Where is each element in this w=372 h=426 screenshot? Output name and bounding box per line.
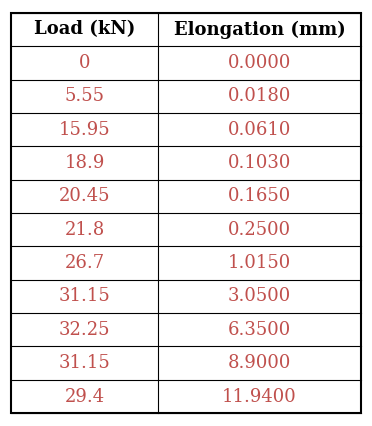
Text: 15.95: 15.95 [59,121,110,138]
Text: 31.15: 31.15 [59,288,110,305]
Text: 21.8: 21.8 [64,221,105,239]
Text: 11.9400: 11.9400 [222,388,297,406]
Text: 31.15: 31.15 [59,354,110,372]
Text: 0.2500: 0.2500 [228,221,291,239]
Text: 26.7: 26.7 [64,254,105,272]
Text: 0.1030: 0.1030 [228,154,291,172]
Text: 5.55: 5.55 [65,87,105,105]
Text: 6.3500: 6.3500 [228,321,291,339]
Text: 0.0000: 0.0000 [228,54,291,72]
Text: Elongation (mm): Elongation (mm) [174,20,345,39]
Text: 8.9000: 8.9000 [228,354,291,372]
Text: 1.0150: 1.0150 [228,254,291,272]
Text: 0: 0 [79,54,90,72]
Text: 20.45: 20.45 [59,187,110,205]
Text: Load (kN): Load (kN) [34,20,135,38]
Text: 29.4: 29.4 [64,388,105,406]
Text: 0.1650: 0.1650 [228,187,291,205]
Text: 32.25: 32.25 [59,321,110,339]
Text: 0.0610: 0.0610 [228,121,291,138]
Text: 18.9: 18.9 [64,154,105,172]
Text: 0.0180: 0.0180 [228,87,291,105]
Text: 3.0500: 3.0500 [228,288,291,305]
